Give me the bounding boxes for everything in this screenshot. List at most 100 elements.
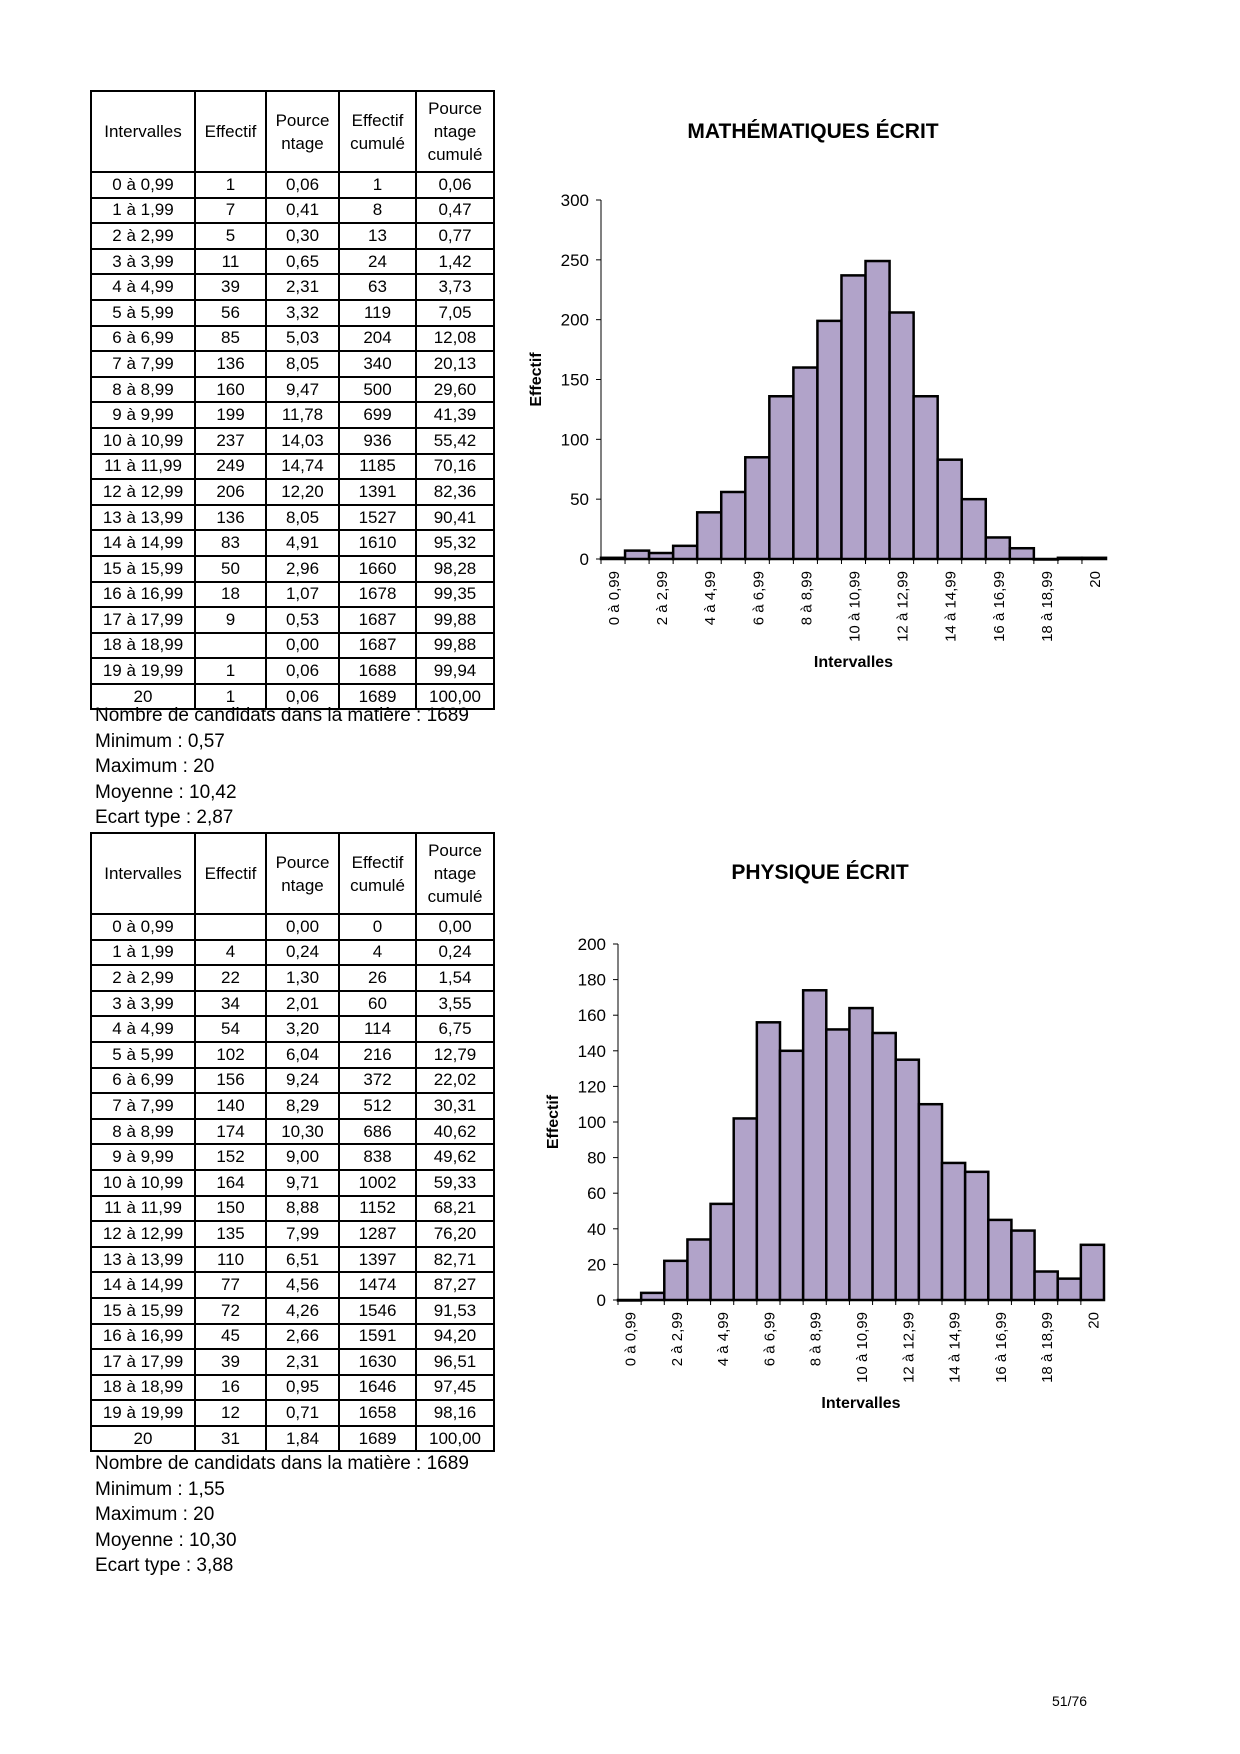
y-tick-label: 0 xyxy=(580,550,589,569)
x-tick-label: 4 à 4,99 xyxy=(702,571,719,625)
x-axis-label: Intervalles xyxy=(821,1395,900,1412)
table-cell: 4,26 xyxy=(265,1296,340,1325)
y-tick-label: 300 xyxy=(561,191,589,210)
table-cell: 100,00 xyxy=(415,1424,495,1453)
y-tick-label: 250 xyxy=(561,251,589,270)
y-tick-label: 200 xyxy=(561,311,589,330)
table-cell: 7 à 7,99 xyxy=(90,350,196,378)
column-header: Effectif xyxy=(194,90,267,173)
table-cell: 1 xyxy=(194,657,267,685)
table-cell: 12 à 12,99 xyxy=(90,478,196,506)
x-tick-label: 0 à 0,99 xyxy=(606,571,623,625)
table-cell: 3,32 xyxy=(265,298,340,327)
table-row: 7 à 7,99 136 8,05 340 20,13 xyxy=(90,350,495,378)
table-row: 17 à 17,99 39 2,31 1630 96,51 xyxy=(90,1348,495,1376)
table-cell: 6 à 6,99 xyxy=(90,324,196,353)
table-cell: 20,13 xyxy=(415,350,495,378)
x-tick-label: 8 à 8,99 xyxy=(808,1312,825,1366)
histogram-bar xyxy=(1008,546,1036,561)
table-row: 3 à 3,99 11 0,65 24 1,42 xyxy=(90,247,495,276)
histogram-bar xyxy=(888,311,915,561)
x-tick-label: 16 à 16,99 xyxy=(993,1312,1010,1383)
table-cell: 2,96 xyxy=(265,554,340,583)
table-cell: 17 à 17,99 xyxy=(90,1348,196,1376)
column-header: Pource ntage xyxy=(265,90,340,173)
table-cell: 8,05 xyxy=(265,503,340,532)
histogram-bar xyxy=(871,1031,897,1302)
table-cell: 204 xyxy=(338,324,417,353)
x-tick-label: 6 à 6,99 xyxy=(761,1312,778,1366)
table-cell: 140 xyxy=(194,1092,267,1120)
histogram-bar xyxy=(732,1117,759,1302)
table-cell: 6,04 xyxy=(265,1040,340,1069)
table-cell: 0,00 xyxy=(265,631,340,660)
histogram-bar xyxy=(744,456,771,561)
histogram-bar xyxy=(825,1028,851,1302)
table-row: 11 à 11,99 150 8,88 1152 68,21 xyxy=(90,1194,495,1223)
y-tick-label: 120 xyxy=(578,1077,606,1096)
table-cell: 156 xyxy=(194,1066,267,1095)
column-header: Pource ntage xyxy=(265,832,340,915)
histogram-bar xyxy=(686,1238,712,1302)
summary-stats: Nombre de candidats dans la matière : 16… xyxy=(95,1451,469,1579)
table-cell: 2 à 2,99 xyxy=(90,222,196,250)
x-tick-label: 14 à 14,99 xyxy=(943,571,960,642)
table-row: 8 à 8,99 174 10,30 686 40,62 xyxy=(90,1117,495,1146)
x-axis-label: Intervalles xyxy=(814,654,893,671)
histogram-bar xyxy=(639,1291,666,1302)
table-cell: 936 xyxy=(338,426,417,455)
table-cell: 512 xyxy=(338,1092,417,1120)
table-row: 15 à 15,99 50 2,96 1660 98,28 xyxy=(90,554,495,583)
table-cell: 16 xyxy=(194,1373,267,1402)
table-row: 10 à 10,99 164 9,71 1002 59,33 xyxy=(90,1168,495,1197)
chart-title: MATHÉMATIQUES ÉCRIT xyxy=(687,120,939,143)
x-tick-label: 6 à 6,99 xyxy=(750,571,767,625)
histogram-bar xyxy=(940,1161,967,1302)
table-cell: 20 xyxy=(90,682,196,711)
table-cell: 2,66 xyxy=(265,1322,340,1351)
table-row: 20 31 1,84 1689 100,00 xyxy=(90,1424,495,1453)
table-cell: 0,06 xyxy=(265,682,340,711)
table-cell: 699 xyxy=(338,401,417,429)
table-cell: 82,71 xyxy=(415,1245,495,1274)
table-cell: 152 xyxy=(194,1143,267,1171)
table-cell: 54 xyxy=(194,1015,267,1043)
table-cell: 13 à 13,99 xyxy=(90,1245,196,1274)
table-cell: 30,31 xyxy=(415,1092,495,1120)
table-cell: 1,54 xyxy=(415,964,495,992)
table-cell: 18 xyxy=(194,580,267,609)
histogram-bar xyxy=(778,1049,805,1302)
table-cell: 150 xyxy=(194,1194,267,1223)
table-cell: 8,88 xyxy=(265,1194,340,1223)
y-tick-label: 60 xyxy=(587,1184,606,1203)
stat-line: Nombre de candidats dans la matière : 16… xyxy=(95,1453,469,1474)
table-cell: 94,20 xyxy=(415,1322,495,1351)
y-tick-label: 160 xyxy=(578,1006,606,1025)
table-cell: 5 à 5,99 xyxy=(90,298,196,327)
table-cell: 838 xyxy=(338,1143,417,1171)
y-tick-label: 150 xyxy=(561,371,589,390)
table-cell: 60 xyxy=(338,989,417,1018)
column-header: Effectif cumulé xyxy=(338,832,417,915)
table-row: 14 à 14,99 83 4,91 1610 95,32 xyxy=(90,529,495,557)
table-cell: 8 à 8,99 xyxy=(90,1117,196,1146)
table-cell: 100,00 xyxy=(415,682,495,711)
table-cell: 70,16 xyxy=(415,452,495,481)
table-cell: 1689 xyxy=(338,682,417,711)
chart-title: PHYSIQUE ÉCRIT xyxy=(731,861,909,884)
y-tick-label: 0 xyxy=(597,1291,606,1310)
table-cell: 7 à 7,99 xyxy=(90,1092,196,1120)
table-cell: 372 xyxy=(338,1066,417,1095)
histogram-bar xyxy=(987,1218,1013,1302)
table-row: 9 à 9,99 199 11,78 699 41,39 xyxy=(90,401,495,429)
histogram-bar xyxy=(894,1058,921,1302)
table-row: 11 à 11,99 249 14,74 1185 70,16 xyxy=(90,452,495,481)
table-cell: 0,24 xyxy=(415,938,495,967)
table-cell xyxy=(194,631,267,660)
table-cell: 0,77 xyxy=(415,222,495,250)
histogram-bar xyxy=(848,1006,874,1302)
table-cell: 11,78 xyxy=(265,401,340,429)
table-cell: 9,71 xyxy=(265,1168,340,1197)
